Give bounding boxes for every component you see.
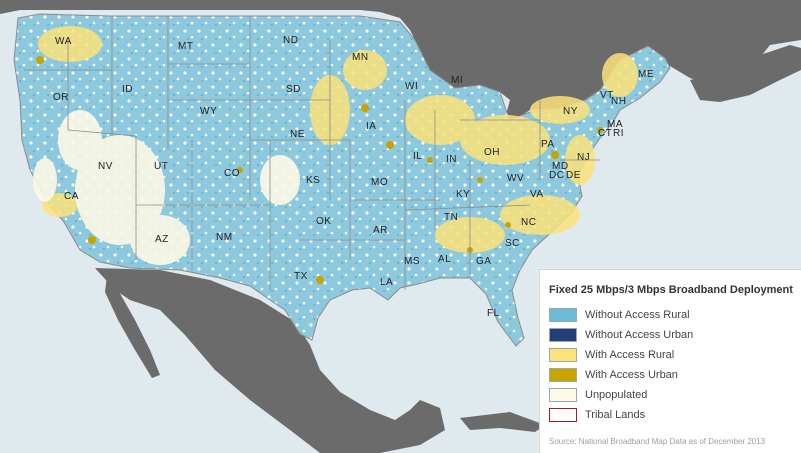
state-label-wy: WY — [200, 106, 217, 117]
state-label-tx: TX — [294, 271, 308, 282]
legend-label: Unpopulated — [585, 389, 648, 401]
maritimes-landmass — [690, 45, 801, 102]
state-label-ar: AR — [373, 225, 388, 236]
state-label-ok: OK — [316, 216, 331, 227]
with-access-regions — [38, 26, 638, 253]
state-label-ri: RI — [613, 128, 624, 139]
state-label-ny: NY — [563, 106, 578, 117]
state-label-in: IN — [446, 154, 457, 165]
cuba-landmass — [460, 412, 545, 432]
legend-item-without-access-rural: Without Access Rural — [549, 305, 791, 325]
legend-item-with-access-rural: With Access Rural — [549, 345, 791, 365]
legend-item-without-access-urban: Without Access Urban — [549, 325, 791, 345]
state-label-oh: OH — [484, 147, 500, 158]
state-label-ut: UT — [154, 161, 168, 172]
state-label-ga: GA — [476, 256, 491, 267]
state-label-ms: MS — [404, 256, 420, 267]
state-label-va: VA — [530, 189, 544, 200]
legend-label: Without Access Urban — [585, 329, 694, 341]
state-label-ks: KS — [306, 175, 320, 186]
state-borders — [24, 16, 600, 290]
state-label-co: CO — [224, 168, 240, 179]
state-label-md: MD — [552, 161, 569, 172]
state-label-ca: CA — [64, 191, 79, 202]
state-label-la: LA — [380, 277, 393, 288]
legend-source: Source: National Broadband Map Data as o… — [549, 437, 766, 446]
legend-swatch — [549, 308, 577, 322]
state-label-nm: NM — [216, 232, 233, 243]
legend-list: Without Access Rural Without Access Urba… — [549, 305, 791, 425]
state-label-tn: TN — [444, 212, 458, 223]
state-label-nj: NJ — [577, 152, 590, 163]
state-label-nc: NC — [521, 217, 536, 228]
state-label-mi: MI — [451, 75, 463, 86]
state-label-me: ME — [638, 69, 654, 80]
state-label-il: IL — [413, 151, 422, 162]
usa-landmass — [13, 13, 671, 347]
state-label-mn: MN — [352, 52, 369, 63]
legend-item-with-access-urban: With Access Urban — [549, 365, 791, 385]
legend-label: With Access Rural — [585, 349, 675, 361]
state-label-al: AL — [438, 254, 451, 265]
state-label-ma: MA — [607, 119, 623, 130]
state-label-id: ID — [122, 84, 133, 95]
state-label-ia: IA — [366, 121, 376, 132]
state-label-ct: CT — [598, 128, 612, 139]
state-label-or: OR — [53, 92, 69, 103]
state-label-de: DE — [566, 170, 581, 181]
state-label-mt: MT — [178, 41, 193, 52]
state-label-mo: MO — [371, 177, 388, 188]
unpopulated-regions — [33, 110, 300, 265]
state-label-wi: WI — [405, 81, 418, 92]
mexico-landmass — [95, 268, 445, 453]
state-label-fl: FL — [487, 308, 500, 319]
legend-item-tribal-lands: Tribal Lands — [549, 405, 791, 425]
legend-swatch — [549, 328, 577, 342]
state-label-wv: WV — [507, 173, 524, 184]
state-label-vt: VT — [600, 90, 614, 101]
state-label-sd: SD — [286, 84, 301, 95]
state-label-dc: DC — [549, 170, 564, 181]
state-label-nh: NH — [611, 96, 626, 107]
baja-landmass — [105, 268, 160, 378]
legend-label: Tribal Lands — [585, 409, 646, 421]
state-label-sc: SC — [505, 238, 520, 249]
legend-label: Without Access Rural — [585, 309, 690, 321]
legend-label: With Access Urban — [585, 369, 678, 381]
legend-title: Fixed 25 Mbps/3 Mbps Broadband Deploymen… — [549, 284, 793, 296]
legend-swatch — [549, 348, 577, 362]
legend-swatch — [549, 368, 577, 382]
legend-swatch — [549, 388, 577, 402]
state-label-ky: KY — [456, 189, 470, 200]
state-label-nv: NV — [98, 161, 113, 172]
state-label-nd: ND — [283, 35, 298, 46]
legend-swatch — [549, 408, 577, 422]
state-label-wa: WA — [55, 36, 72, 47]
state-label-ne: NE — [290, 129, 305, 140]
legend-item-unpopulated: Unpopulated — [549, 385, 791, 405]
state-label-pa: PA — [541, 139, 555, 150]
state-labels: WA MT ND MN OR ID SD WI MI ME VT NH NY W… — [53, 35, 654, 319]
state-label-az: AZ — [155, 234, 169, 245]
map-legend: Fixed 25 Mbps/3 Mbps Broadband Deploymen… — [539, 269, 801, 453]
